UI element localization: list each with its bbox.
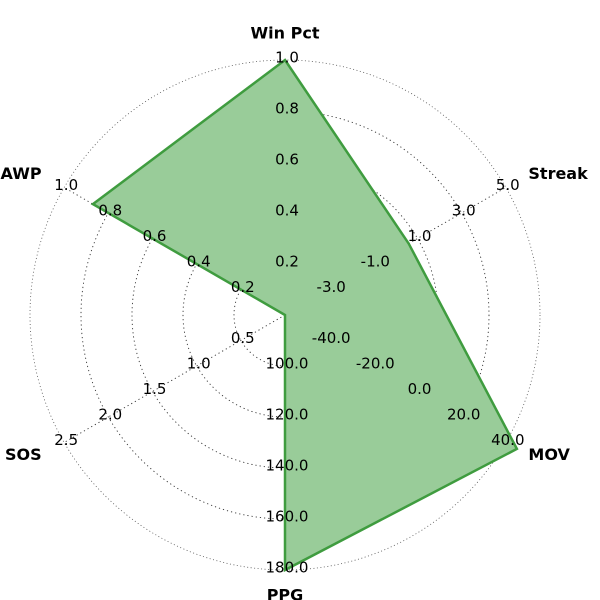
tick-label-mov: 40.0 — [491, 431, 524, 449]
tick-label-streak: -1.0 — [361, 253, 390, 271]
radar-series-layer — [90, 58, 519, 573]
tick-label-awp: 0.6 — [143, 227, 167, 245]
axis-label-mov: MOV — [528, 445, 570, 464]
axis-label-sos: SOS — [5, 445, 42, 464]
tick-label-win-pct: 0.8 — [275, 100, 299, 118]
tick-label-ppg: 160.0 — [266, 508, 309, 526]
tick-label-streak: 3.0 — [452, 202, 476, 220]
tick-label-streak: 5.0 — [496, 176, 520, 194]
tick-label-sos: 0.5 — [231, 329, 255, 347]
tick-label-ppg: 180.0 — [266, 559, 309, 577]
tick-label-win-pct: 0.6 — [275, 151, 299, 169]
axis-label-ppg: PPG — [267, 586, 304, 600]
tick-label-streak: 1.0 — [408, 227, 432, 245]
tick-label-streak: -3.0 — [317, 278, 346, 296]
tick-label-layer: 0.2 0.4 0.6 0.8 1.0 -3.0 -1.0 1.0 3.0 5.0 -40.0 -20… — [54, 49, 524, 577]
axis-label-awp: AWP — [1, 164, 42, 183]
tick-label-awp: 0.8 — [98, 202, 122, 220]
tick-label-win-pct: 0.2 — [275, 253, 299, 271]
radar-area — [90, 58, 519, 573]
tick-label-mov: 20.0 — [447, 406, 480, 424]
axis-label-streak: Streak — [528, 164, 588, 183]
tick-label-mov: -40.0 — [312, 329, 351, 347]
axis-label-layer: Win Pct Streak MOV PPG SOS AWP — [1, 24, 589, 600]
tick-label-sos: 2.5 — [54, 431, 78, 449]
tick-label-sos: 2.0 — [98, 406, 122, 424]
spoke-sos — [63, 314, 286, 443]
tick-label-win-pct: 0.4 — [275, 202, 299, 220]
tick-label-sos: 1.5 — [143, 380, 167, 398]
tick-label-sos: 1.0 — [187, 355, 211, 373]
tick-label-awp: 1.0 — [54, 176, 78, 194]
tick-label-ppg: 100.0 — [266, 355, 309, 373]
tick-label-awp: 0.2 — [231, 278, 255, 296]
tick-label-mov: 0.0 — [408, 380, 432, 398]
tick-label-win-pct: 1.0 — [275, 49, 299, 67]
tick-label-awp: 0.4 — [187, 253, 211, 271]
axis-label-win-pct: Win Pct — [251, 24, 320, 43]
tick-label-mov: -20.0 — [356, 355, 395, 373]
tick-label-ppg: 140.0 — [266, 457, 309, 475]
tick-label-ppg: 120.0 — [266, 406, 309, 424]
